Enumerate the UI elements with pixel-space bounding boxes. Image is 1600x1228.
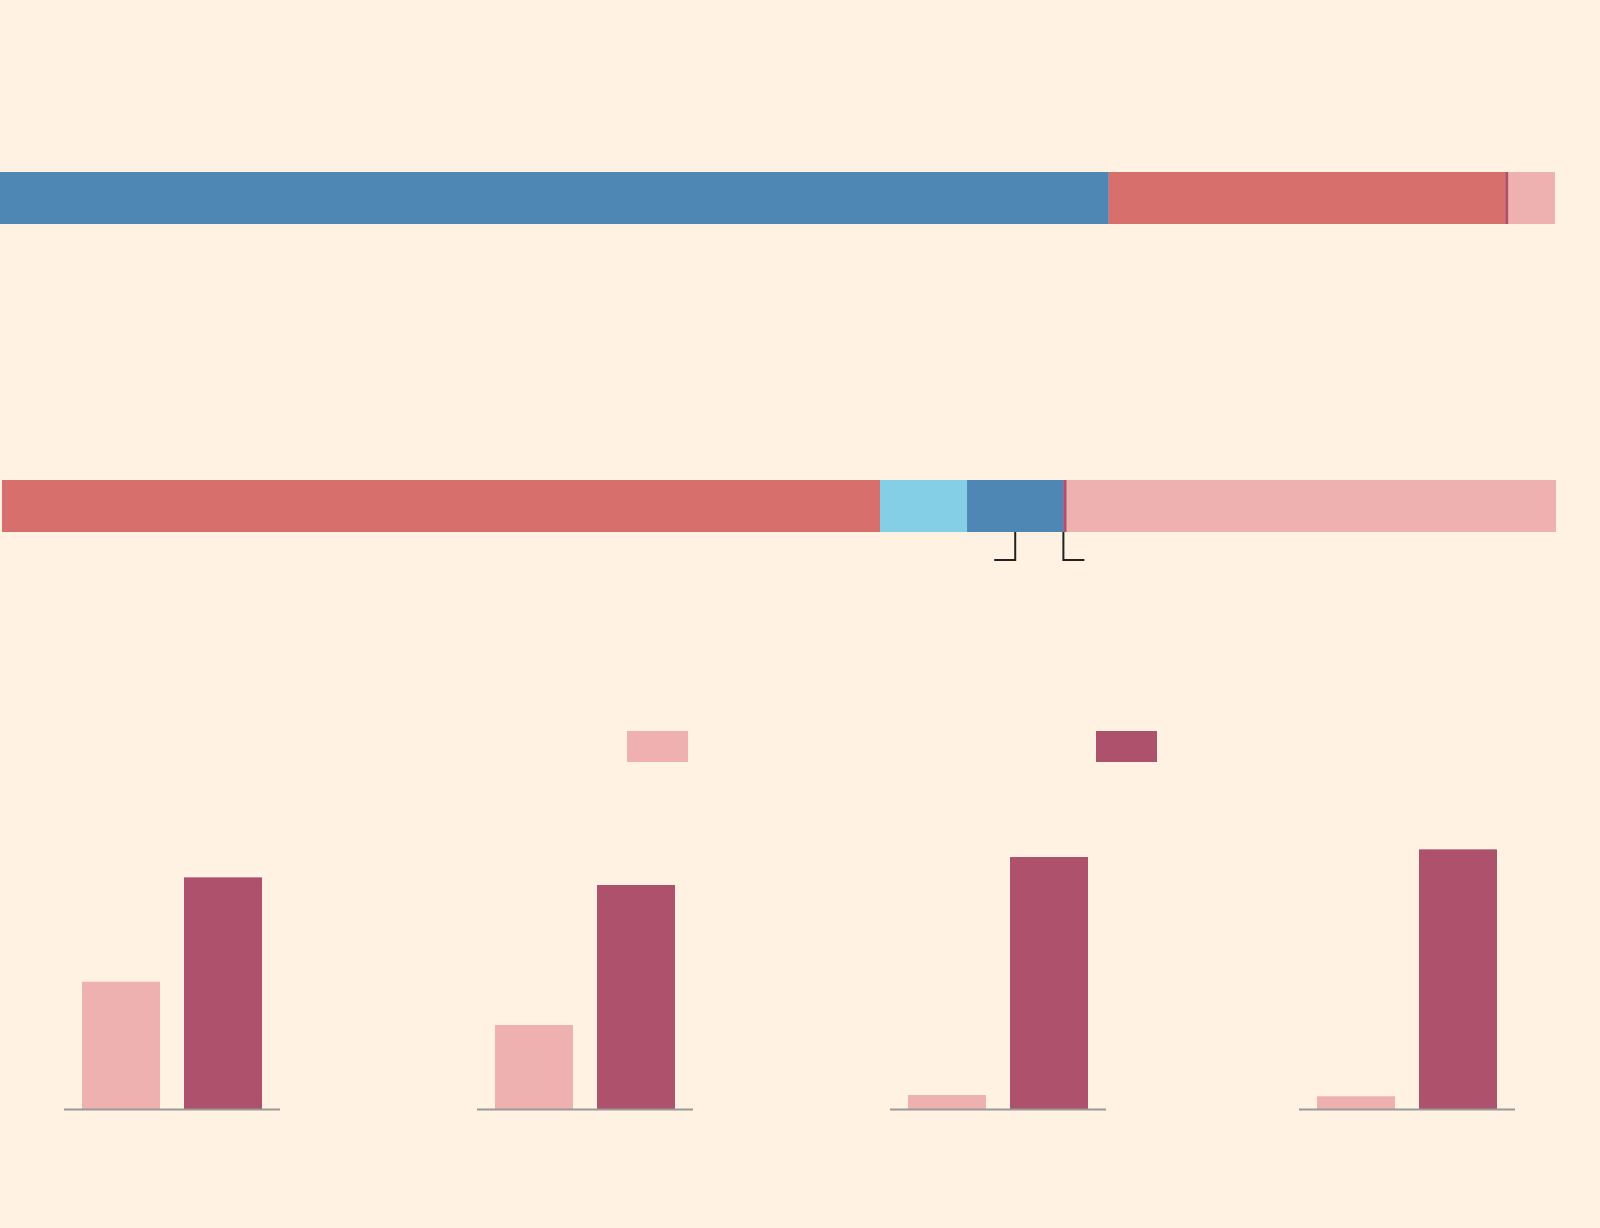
bar-group-4-series-2 [1419, 849, 1497, 1109]
bar-group-4-series-1 [1317, 1096, 1395, 1109]
bracket-right-marker [1062, 532, 1085, 561]
bar-group-3-series-2 [1010, 857, 1088, 1109]
legend-swatch-2 [1096, 731, 1157, 762]
bracket-left-marker [994, 532, 1017, 561]
stacked-bar-2-segment-4 [1063, 480, 1067, 532]
stacked-bar-2-segment-2 [880, 480, 968, 532]
bar-group-2-series-2 [597, 885, 675, 1109]
stacked-bar-1-segment-3 [1505, 172, 1509, 224]
bar-group-3-series-1 [908, 1095, 986, 1109]
stacked-bar-2-segment-5 [1066, 480, 1556, 532]
stacked-bar-1-segment-2 [1108, 172, 1506, 224]
stacked-bar-2-segment-1 [2, 480, 881, 532]
stacked-bar-2-segment-3 [967, 480, 1064, 532]
stacked-bar-1-segment-4 [1508, 172, 1555, 224]
bar-group-1-series-1 [82, 981, 160, 1109]
bar-group-1-series-2 [184, 877, 262, 1109]
stacked-bar-1-segment-1 [0, 172, 1109, 224]
bar-group-2-series-1 [495, 1025, 573, 1109]
legend-swatch-1 [627, 731, 688, 762]
